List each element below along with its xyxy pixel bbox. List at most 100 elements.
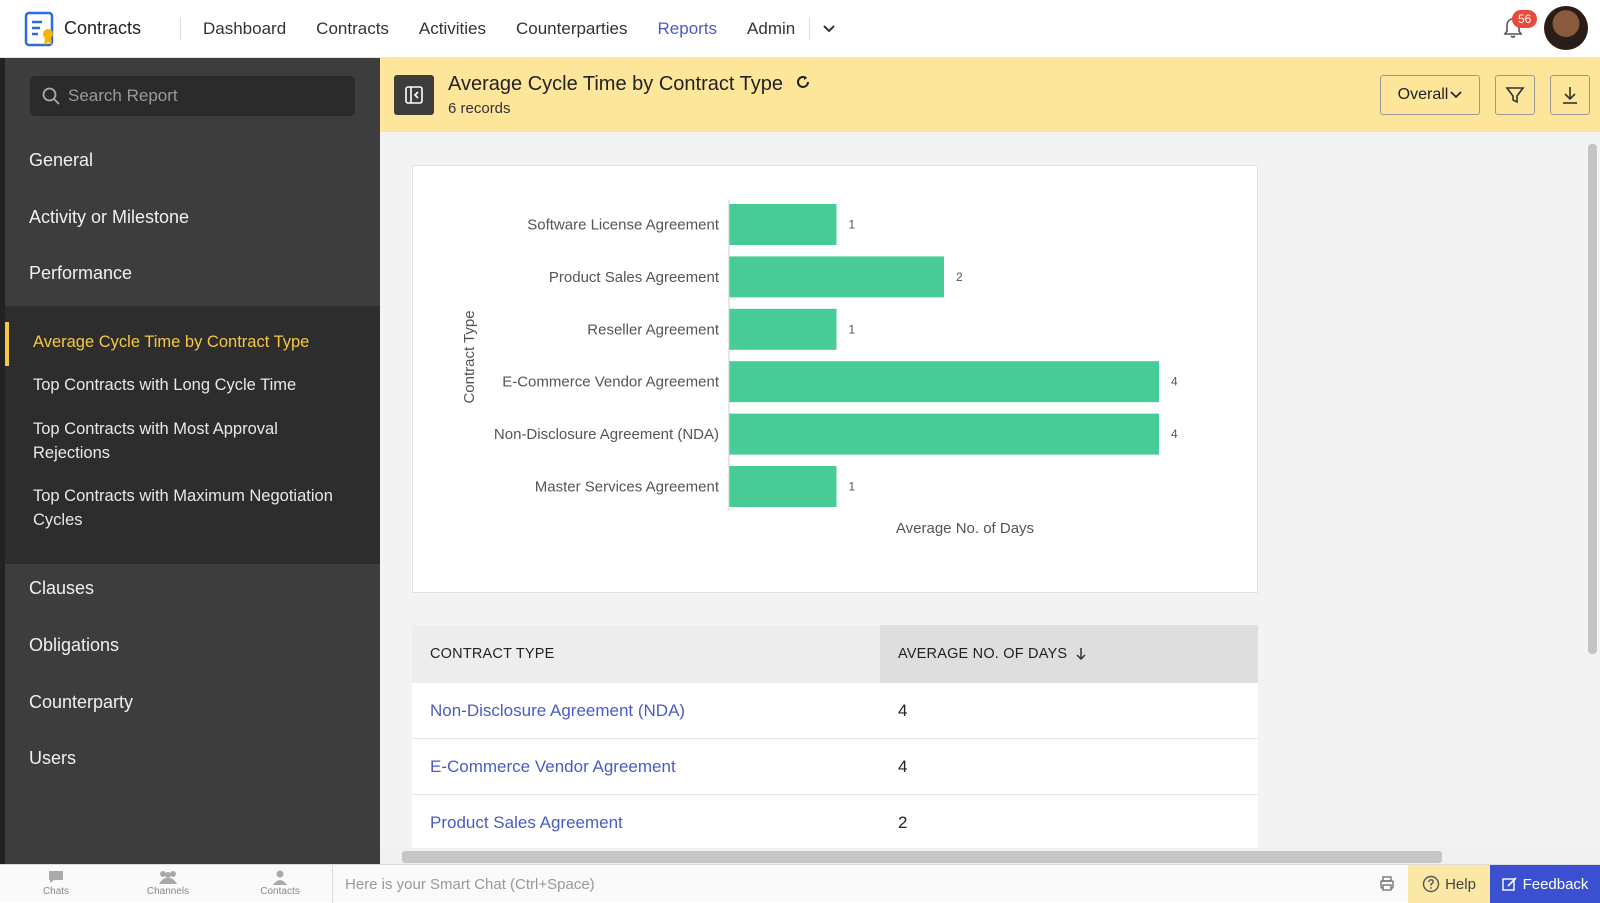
contract-type-link[interactable]: Product Sales Agreement	[430, 812, 623, 832]
record-count: 6 records	[448, 100, 511, 117]
nav-divider	[180, 17, 181, 40]
report-sidebar: General Activity or Milestone Performanc…	[0, 58, 380, 864]
contact-person-icon	[273, 870, 287, 885]
nav-reports[interactable]: Reports	[657, 18, 718, 38]
nav-counterparties[interactable]: Counterparties	[516, 18, 628, 38]
nav-activities[interactable]: Activities	[418, 18, 486, 38]
collapse-panel-icon	[405, 86, 423, 104]
report-title: Average Cycle Time by Contract Type	[448, 73, 783, 95]
sidebar-section-performance[interactable]: Performance	[29, 263, 133, 283]
notification-count-badge: 56	[1512, 10, 1538, 28]
sidebar-section-general[interactable]: General	[29, 150, 94, 170]
chevron-down-icon[interactable]	[820, 20, 838, 38]
category-tick-label: Non-Disclosure Agreement (NDA)	[494, 426, 719, 443]
x-axis-label: Average No. of Days	[896, 520, 1034, 537]
channels-icon	[159, 871, 177, 884]
search-icon	[42, 87, 60, 105]
contacts-button[interactable]: Contacts	[250, 869, 310, 897]
help-button[interactable]: Help	[1408, 865, 1490, 903]
contract-type-link[interactable]: E-Commerce Vendor Agreement	[430, 756, 676, 776]
bar-value-label: 1	[849, 480, 856, 494]
sidebar-section-counterparty[interactable]: Counterparty	[29, 692, 134, 712]
category-tick-label: Product Sales Agreement	[549, 269, 720, 286]
y-axis-label: Contract Type	[461, 310, 478, 403]
column-header-contract-type[interactable]: CONTRACT TYPE	[412, 625, 880, 683]
average-days-cell: 2	[898, 812, 908, 832]
sidebar-section-users[interactable]: Users	[29, 748, 77, 768]
collapse-sidebar-button[interactable]	[394, 75, 434, 115]
chats-button[interactable]: Chats	[26, 869, 86, 897]
column-header-average-days[interactable]: AVERAGE NO. OF DAYS	[880, 625, 1258, 683]
smart-chat-input[interactable]: Here is your Smart Chat (Ctrl+Space)	[332, 865, 1372, 903]
app-logo[interactable]: Contracts	[24, 10, 174, 48]
sort-descending-icon	[1076, 648, 1086, 661]
category-tick-label: Reseller Agreement	[587, 321, 720, 338]
performance-subitems: Average Cycle Time by Contract Type Top …	[5, 306, 380, 564]
report-table: CONTRACT TYPE AVERAGE NO. OF DAYS Non-Di…	[412, 625, 1258, 848]
table-header: CONTRACT TYPE AVERAGE NO. OF DAYS	[412, 625, 1258, 683]
channels-label: Channels	[146, 886, 190, 897]
category-tick-label: Master Services Agreement	[535, 479, 720, 496]
column-header-average-days-label: AVERAGE NO. OF DAYS	[898, 646, 1068, 662]
chevron-down-icon	[1450, 91, 1462, 99]
report-header: Average Cycle Time by Contract Type 6 re…	[380, 58, 1600, 132]
notification-bell[interactable]: 56	[1498, 8, 1538, 48]
channels-button[interactable]: Channels	[138, 869, 198, 897]
nav-dashboard[interactable]: Dashboard	[203, 18, 287, 38]
filter-button[interactable]	[1495, 75, 1535, 115]
bar	[729, 466, 837, 507]
feedback-button[interactable]: Feedback	[1490, 865, 1600, 903]
sidebar-section-clauses[interactable]: Clauses	[29, 578, 95, 598]
user-avatar[interactable]	[1544, 6, 1588, 50]
sidebar-item-average-cycle-time[interactable]: Average Cycle Time by Contract Type	[33, 333, 310, 351]
chats-label: Chats	[42, 886, 70, 897]
bar	[729, 413, 1159, 455]
sidebar-item-maximum-negotiation-cycles[interactable]: Top Contracts with Maximum Negotiation C…	[33, 487, 333, 529]
bar	[729, 361, 1159, 403]
average-days-cell: 4	[898, 700, 908, 720]
bar-value-label: 1	[849, 218, 856, 232]
contract-type-link[interactable]: Non-Disclosure Agreement (NDA)	[430, 700, 686, 720]
bar-value-label: 2	[956, 270, 963, 284]
refresh-icon[interactable]	[795, 73, 811, 96]
overall-dropdown-label: Overall	[1397, 86, 1449, 103]
search-report-box	[30, 76, 355, 116]
sidebar-section-obligations[interactable]: Obligations	[29, 635, 120, 655]
bottom-bar: Chats Channels Contacts Here is your Sma…	[0, 864, 1600, 903]
table-row: Non-Disclosure Agreement (NDA) 4	[412, 683, 1258, 739]
category-tick-label: Software License Agreement	[527, 217, 720, 234]
nav-contracts[interactable]: Contracts	[316, 18, 389, 38]
active-indicator	[5, 322, 9, 366]
download-button[interactable]	[1550, 75, 1590, 115]
contacts-label: Contacts	[260, 886, 300, 897]
bar-value-label: 4	[1171, 427, 1178, 441]
feedback-edit-icon	[1501, 877, 1517, 891]
sidebar-section-activity-or-milestone[interactable]: Activity or Milestone	[29, 207, 190, 227]
table-row: E-Commerce Vendor Agreement 4	[412, 739, 1258, 795]
sidebar-item-most-approval-rejections[interactable]: Top Contracts with Most Approval Rejecti…	[33, 420, 278, 462]
sidebar-item-long-cycle-time[interactable]: Top Contracts with Long Cycle Time	[33, 376, 297, 394]
chat-bubble-icon	[49, 871, 63, 883]
nav-divider	[809, 17, 811, 40]
download-icon	[1563, 87, 1577, 104]
bar	[729, 256, 944, 298]
overall-dropdown[interactable]: Overall	[1380, 75, 1480, 115]
vertical-scrollbar-thumb[interactable]	[1588, 144, 1597, 654]
feedback-label: Feedback	[1522, 875, 1589, 893]
table-row: Product Sales Agreement 2	[412, 795, 1258, 848]
contracts-logo-icon	[24, 10, 58, 48]
help-label: Help	[1445, 875, 1476, 893]
top-nav-bar: Contracts Dashboard Contracts Activities…	[0, 0, 1600, 58]
vertical-scrollbar[interactable]	[1586, 132, 1600, 848]
horizontal-scrollbar[interactable]	[380, 848, 1600, 864]
search-report-input[interactable]	[68, 86, 348, 106]
print-icon[interactable]	[1378, 874, 1396, 897]
category-tick-label: E-Commerce Vendor Agreement	[502, 374, 720, 391]
report-content: Software License Agreement 1 Product Sales…	[380, 132, 1600, 848]
chart-card: Software License Agreement 1 Product Sales…	[412, 165, 1258, 593]
nav-admin[interactable]: Admin	[747, 18, 796, 38]
bar-value-label: 1	[849, 322, 856, 336]
bar	[729, 308, 837, 350]
average-days-cell: 4	[898, 756, 908, 776]
horizontal-scrollbar-thumb[interactable]	[402, 851, 1442, 863]
